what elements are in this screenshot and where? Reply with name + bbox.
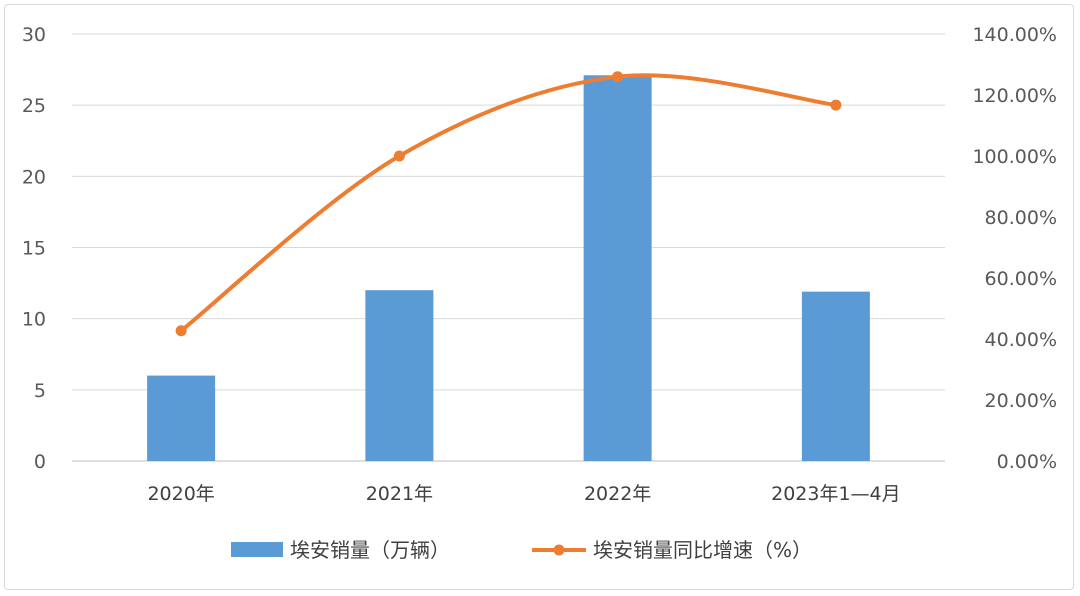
left-tick-label: 20 — [22, 166, 46, 188]
category-labels: 2020年 2021年 2022年 2023年1—4月 — [147, 483, 900, 505]
legend-line-marker — [553, 544, 565, 556]
category-label: 2021年 — [366, 483, 433, 505]
legend-bar-label: 埃安销量（万辆） — [290, 538, 450, 562]
legend: 埃安销量（万辆） 埃安销量同比增速（%） — [231, 538, 812, 562]
category-label: 2020年 — [147, 483, 214, 505]
right-tick-label: 0.00% — [997, 451, 1057, 473]
bar — [365, 290, 434, 461]
chart-frame — [4, 4, 1074, 590]
legend-bar-swatch — [231, 542, 283, 557]
left-tick-label: 0 — [34, 451, 46, 473]
line-point — [830, 99, 842, 111]
left-tick-label: 25 — [22, 95, 46, 117]
left-tick-label: 10 — [22, 309, 46, 331]
line-path — [179, 73, 838, 333]
bar-series — [147, 75, 870, 461]
right-tick-label: 100.00% — [972, 146, 1057, 168]
category-label: 2022年 — [584, 483, 651, 505]
line-point — [612, 71, 624, 83]
right-tick-label: 40.00% — [985, 329, 1057, 351]
line-point — [393, 150, 405, 162]
line-series — [175, 71, 842, 337]
right-tick-label: 80.00% — [985, 207, 1057, 229]
legend-line-label: 埃安销量同比增速（%） — [593, 538, 812, 562]
right-tick-label: 20.00% — [985, 390, 1057, 412]
left-axis-ticks: 0 5 10 15 20 25 30 — [22, 24, 46, 473]
right-tick-label: 60.00% — [985, 268, 1057, 290]
category-label: 2023年1—4月 — [771, 483, 901, 505]
bar — [801, 291, 870, 461]
left-tick-label: 15 — [22, 238, 46, 260]
right-axis-ticks: 0.00% 20.00% 40.00% 60.00% 80.00% 100.00% 120.… — [972, 24, 1057, 473]
left-tick-label: 30 — [22, 24, 46, 46]
line-point — [175, 325, 187, 337]
right-tick-label: 120.00% — [972, 85, 1057, 107]
bar — [147, 375, 216, 461]
bar — [583, 75, 652, 461]
left-tick-label: 5 — [34, 380, 46, 402]
right-tick-label: 140.00% — [972, 24, 1057, 46]
